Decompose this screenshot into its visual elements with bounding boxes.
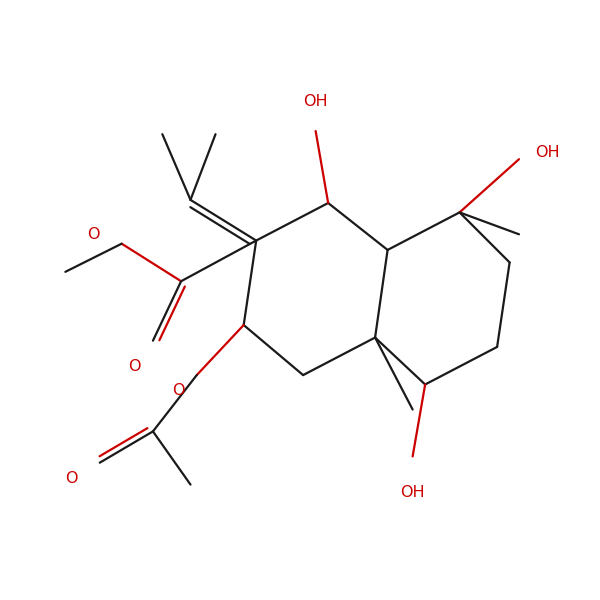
Text: O: O bbox=[87, 227, 100, 242]
Text: O: O bbox=[65, 471, 78, 486]
Text: OH: OH bbox=[535, 145, 559, 160]
Text: O: O bbox=[172, 383, 184, 398]
Text: OH: OH bbox=[304, 94, 328, 109]
Text: OH: OH bbox=[400, 485, 425, 500]
Text: O: O bbox=[128, 359, 140, 374]
